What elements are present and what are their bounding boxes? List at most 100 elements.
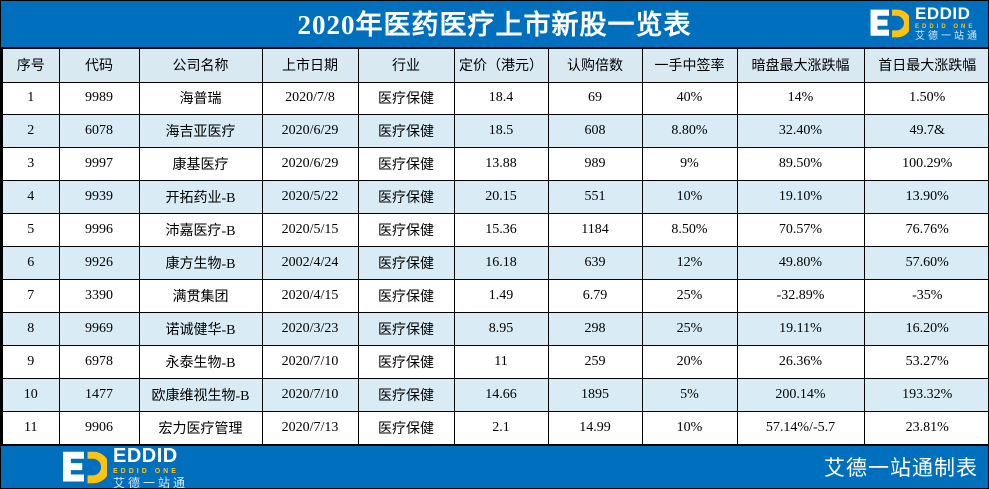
bottom-footer-bar: EDDID EDDID ONE 艾德一站通 艾德一站通制表 — [1, 446, 988, 488]
table-cell: 开拓药业-B — [138, 180, 263, 215]
table-cell: 医疗保健 — [357, 147, 455, 182]
table-cell: 19.10% — [736, 180, 865, 215]
table-cell: 5 — [1, 213, 60, 248]
logo-subtitle-en: EDDID ONE — [113, 467, 179, 475]
table-cell: 宏力医疗管理 — [138, 410, 263, 446]
table-row: 3 9997 康基医疗 2020/6/29 医疗保健 13.88 989 9% 89.50% 10… — [1, 147, 988, 182]
table-row: 6 9926 康方生物-B 2002/4/24 医疗保健 16.18 639 12% 49.80… — [1, 246, 988, 281]
table-cell: 608 — [547, 114, 643, 149]
table-cell: 989 — [547, 147, 643, 182]
table-cell: 1.49 — [453, 279, 549, 313]
table-cell: 1.50% — [863, 81, 988, 116]
column-header: 序号 — [1, 47, 60, 83]
logo-subtitle-en: EDDID ONE — [915, 24, 976, 30]
table-cell: 2020/7/10 — [261, 344, 359, 379]
table-cell: 15.36 — [453, 213, 549, 248]
table-cell: 8.50% — [641, 213, 738, 248]
table-cell: 3390 — [58, 279, 140, 313]
table-row: 10 1477 欧康维视生物-B 2020/7/10 医疗保健 14.66 1895 5% 20… — [1, 377, 988, 412]
table-cell: 诺诚健华-B — [138, 311, 263, 346]
table-cell: 16.20% — [863, 311, 988, 346]
table-cell: 2020/5/15 — [261, 213, 359, 248]
table-cell: 40% — [641, 81, 738, 116]
table-cell: 10% — [641, 180, 738, 215]
table-cell: 4 — [1, 180, 60, 215]
table-cell: 1895 — [547, 377, 643, 412]
table-cell: 26.36% — [736, 344, 865, 379]
table-cell: 医疗保健 — [357, 180, 455, 215]
table-cell: 9926 — [58, 246, 140, 281]
table-row: 7 3390 满贯集团 2020/4/15 医疗保健 1.49 6.79 25% -32.89%… — [1, 279, 988, 313]
table-cell: 11 — [1, 410, 60, 446]
table-cell: 医疗保健 — [357, 410, 455, 446]
table-cell: 551 — [547, 180, 643, 215]
eddid-monogram-icon — [870, 9, 909, 38]
column-header: 定价（港元） — [453, 47, 549, 83]
table-row: 5 9996 沛嘉医疗-B 2020/5/15 医疗保健 15.36 1184 8.50% 70… — [1, 213, 988, 248]
table-cell: 20.15 — [453, 180, 549, 215]
top-header-bar: 2020年医药医疗上市新股一览表 EDDID EDDID ONE 艾德一站通 — [1, 1, 988, 47]
table-cell: 9989 — [58, 81, 140, 116]
table-cell: 14.66 — [453, 377, 549, 412]
eddid-logo-bottom: EDDID EDDID ONE 艾德一站通 — [61, 444, 189, 489]
table-body: 1 9989 海普瑞 2020/7/8 医疗保健 18.4 69 40% 14% 1.50% 2 60… — [1, 81, 988, 446]
table-cell: 200.14% — [736, 377, 865, 412]
table-cell: 康基医疗 — [138, 147, 263, 182]
table-cell: 49.7& — [863, 114, 988, 149]
table-cell: 9996 — [58, 213, 140, 248]
column-header: 代码 — [58, 47, 140, 83]
table-cell: 医疗保健 — [357, 114, 455, 149]
table-cell: 2020/7/13 — [261, 410, 359, 446]
table-cell: 20% — [641, 344, 738, 379]
table-cell: -32.89% — [736, 279, 865, 313]
table-wrapper: 序号 代码 公司名称 上市日期 行业 定价（港元） 认购倍数 一手中签率 暗盘最大涨跌幅 首日最大… — [1, 47, 988, 446]
column-header: 一手中签率 — [641, 47, 738, 83]
table-cell: 2002/4/24 — [261, 246, 359, 281]
table-cell: 298 — [547, 311, 643, 346]
table-cell: 1184 — [547, 213, 643, 248]
table-cell: 医疗保健 — [357, 246, 455, 281]
table-cell: 欧康维视生物-B — [138, 377, 263, 412]
table-cell: -35% — [863, 279, 988, 313]
column-header: 上市日期 — [261, 47, 359, 83]
table-row: 8 9969 诺诚健华-B 2020/3/23 医疗保健 8.95 298 25% 19.11%… — [1, 311, 988, 346]
page-title: 2020年医药医疗上市新股一览表 — [297, 9, 692, 40]
table-cell: 14% — [736, 81, 865, 116]
table-cell: 12% — [641, 246, 738, 281]
column-header: 行业 — [357, 47, 455, 83]
table-cell: 70.57% — [736, 213, 865, 248]
table-row: 4 9939 开拓药业-B 2020/5/22 医疗保健 20.15 551 10% 19.10… — [1, 180, 988, 215]
ipo-table: 序号 代码 公司名称 上市日期 行业 定价（港元） 认购倍数 一手中签率 暗盘最大涨跌幅 首日最大… — [1, 47, 988, 446]
column-header: 暗盘最大涨跌幅 — [736, 47, 865, 83]
table-header-row: 序号 代码 公司名称 上市日期 行业 定价（港元） 认购倍数 一手中签率 暗盘最大涨跌幅 首日最大… — [1, 47, 988, 83]
footer-note: 艾德一站通制表 — [824, 456, 978, 480]
logo-subtitle-cn: 艾德一站通 — [915, 31, 980, 42]
table-cell: 5% — [641, 377, 738, 412]
column-header: 首日最大涨跌幅 — [863, 47, 988, 83]
table-cell: 11 — [453, 344, 549, 379]
column-header: 公司名称 — [138, 47, 263, 83]
table-cell: 8.95 — [453, 311, 549, 346]
table-cell: 2020/3/23 — [261, 311, 359, 346]
logo-subtitle-cn: 艾德一站通 — [113, 475, 189, 489]
table-cell: 76.76% — [863, 213, 988, 248]
table-cell: 2 — [1, 114, 60, 149]
table-cell: 8.80% — [641, 114, 738, 149]
logo-name: EDDID — [113, 444, 178, 467]
table-cell: 10 — [1, 377, 60, 412]
table-cell: 10% — [641, 410, 738, 446]
table-cell: 2.1 — [453, 410, 549, 446]
table-cell: 14.99 — [547, 410, 643, 446]
table-cell: 医疗保健 — [357, 311, 455, 346]
table-cell: 2020/5/22 — [261, 180, 359, 215]
table-cell: 32.40% — [736, 114, 865, 149]
table-cell: 9997 — [58, 147, 140, 182]
table-cell: 57.60% — [863, 246, 988, 281]
table-cell: 19.11% — [736, 311, 865, 346]
table-cell: 2020/6/29 — [261, 147, 359, 182]
table-cell: 193.32% — [863, 377, 988, 412]
table-row: 1 9989 海普瑞 2020/7/8 医疗保健 18.4 69 40% 14% 1.50% — [1, 81, 988, 116]
table-cell: 9 — [1, 344, 60, 379]
column-header: 认购倍数 — [547, 47, 643, 83]
table-cell: 49.80% — [736, 246, 865, 281]
